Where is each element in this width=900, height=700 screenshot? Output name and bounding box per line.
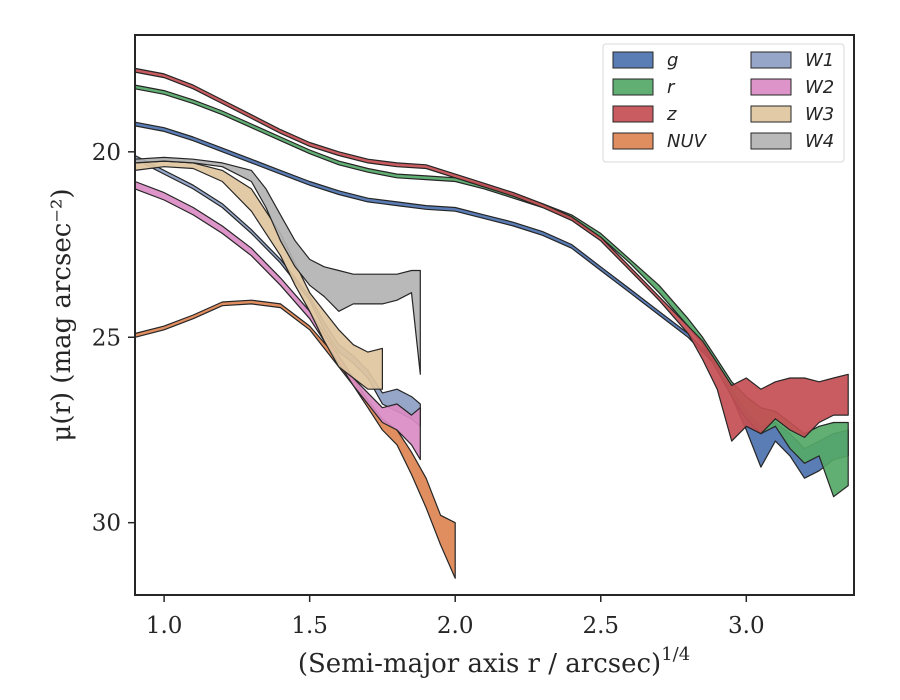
x-tick-label: 2.5 bbox=[582, 613, 619, 639]
legend-swatch-r bbox=[612, 78, 654, 96]
band-w3 bbox=[134, 160, 383, 390]
legend-items: grz NUV W1 W2 W3 W4 bbox=[612, 50, 834, 152]
legend-label-w2: W2 bbox=[805, 77, 834, 98]
x-tick-label: 1.5 bbox=[291, 613, 328, 639]
x-tick-label: 1.0 bbox=[146, 613, 183, 639]
legend-label-w1: W1 bbox=[805, 50, 834, 71]
x-axis-title: (Semi-major axis r / arcsec)1/4 bbox=[298, 644, 690, 679]
legend-swatch-w2 bbox=[750, 78, 792, 96]
legend-label-w4: W4 bbox=[805, 131, 834, 152]
band-z bbox=[134, 67, 849, 442]
x-axis-ticks: 1.0 1.5 2.0 2.5 3.0 bbox=[146, 595, 765, 639]
legend-swatch-nuv bbox=[612, 132, 654, 150]
y-tick-label: 25 bbox=[92, 325, 121, 351]
legend-label-g: g bbox=[667, 50, 678, 71]
legend-swatch-w4 bbox=[750, 132, 792, 150]
band-r bbox=[134, 84, 849, 498]
y-axis-title: μ(r) (mag arcsec⁻²) bbox=[47, 188, 77, 441]
band-w2 bbox=[134, 180, 421, 461]
legend-label-r: r bbox=[667, 77, 676, 98]
y-axis-ticks: 20 25 30 bbox=[92, 140, 135, 537]
y-tick-label: 20 bbox=[92, 140, 121, 166]
legend-swatch-z bbox=[612, 105, 654, 123]
y-tick-label: 30 bbox=[92, 511, 121, 537]
band-nuv bbox=[134, 299, 456, 579]
legend-swatch-w1 bbox=[750, 51, 792, 69]
legend-swatch-w3 bbox=[750, 105, 792, 123]
legend-swatch-g bbox=[612, 51, 654, 69]
legend: grz NUV W1 W2 W3 W4 bbox=[602, 43, 845, 163]
band-w4 bbox=[134, 156, 421, 375]
legend-label-nuv: NUV bbox=[667, 131, 708, 152]
plot-frame bbox=[134, 34, 855, 596]
x-tick-label: 2.0 bbox=[437, 613, 474, 639]
x-tick-label: 3.0 bbox=[728, 613, 765, 639]
profile-bands bbox=[134, 67, 849, 579]
legend-label-z: z bbox=[666, 104, 677, 125]
legend-label-w3: W3 bbox=[805, 104, 834, 125]
